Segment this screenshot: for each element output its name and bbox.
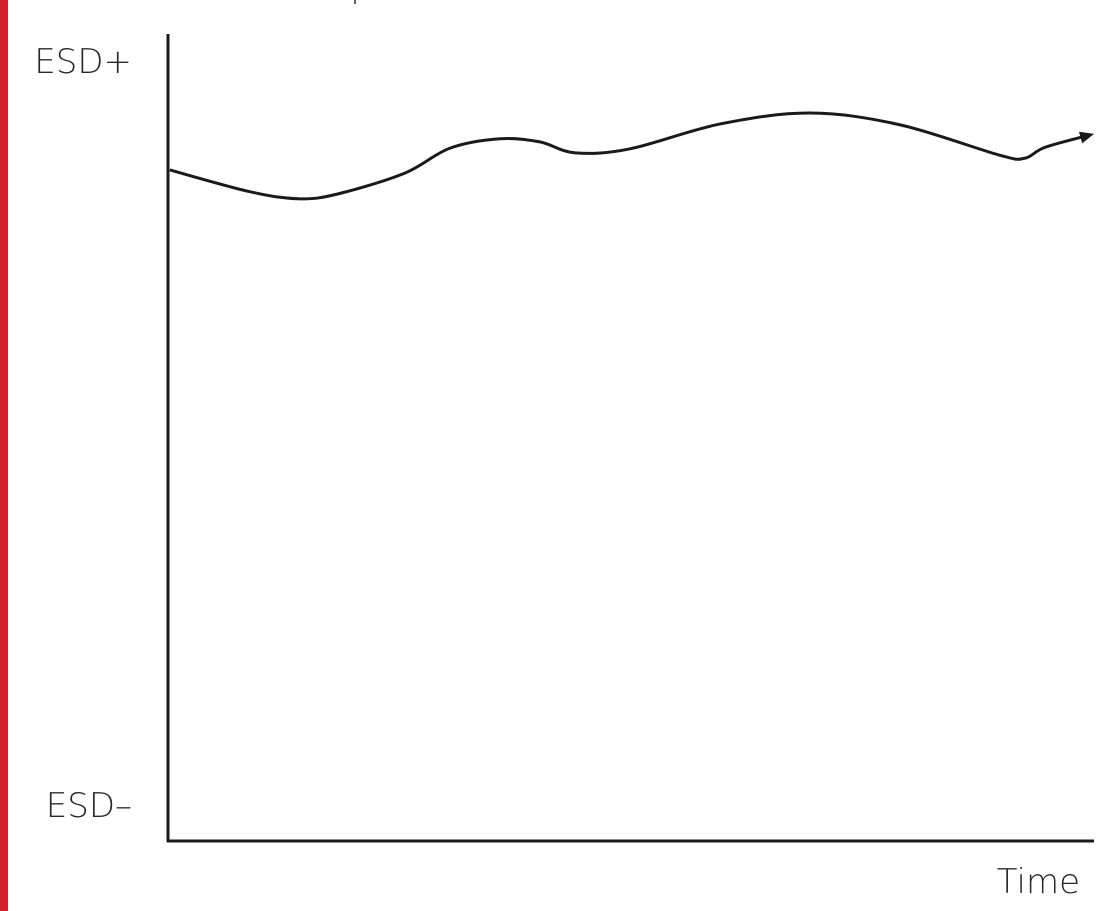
y-tick-bottom: ESD– xyxy=(46,786,132,826)
x-axis-label: Time xyxy=(997,862,1080,902)
accent-bar xyxy=(0,0,8,911)
series-line xyxy=(169,111,1091,201)
y-tick-top: ESD+ xyxy=(34,42,132,82)
arrow-head xyxy=(1078,131,1095,144)
